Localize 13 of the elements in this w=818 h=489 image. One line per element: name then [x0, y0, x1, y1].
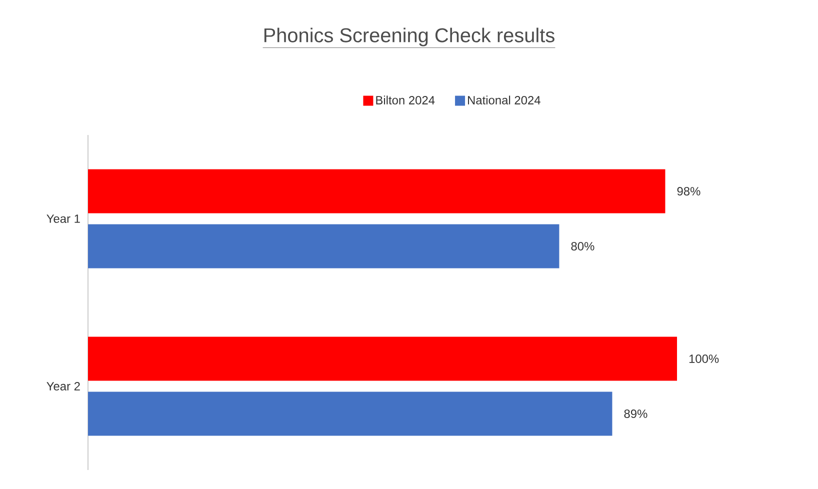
bar: [88, 169, 666, 214]
y-tick-label: Year 2: [46, 382, 80, 390]
data-label: 80%: [571, 242, 594, 250]
data-label: 98%: [677, 187, 700, 196]
data-label: 100%: [689, 354, 719, 363]
data-label: 89%: [624, 410, 648, 418]
bar: [88, 224, 560, 268]
legend-label: National 2024: [468, 96, 540, 104]
bar: [88, 336, 678, 381]
legend-label: Bilton 2024: [376, 96, 435, 104]
chart-title: Phonics Screening Check results: [264, 28, 554, 46]
y-tick-label: Year 1: [46, 214, 80, 223]
bar: [88, 392, 612, 436]
